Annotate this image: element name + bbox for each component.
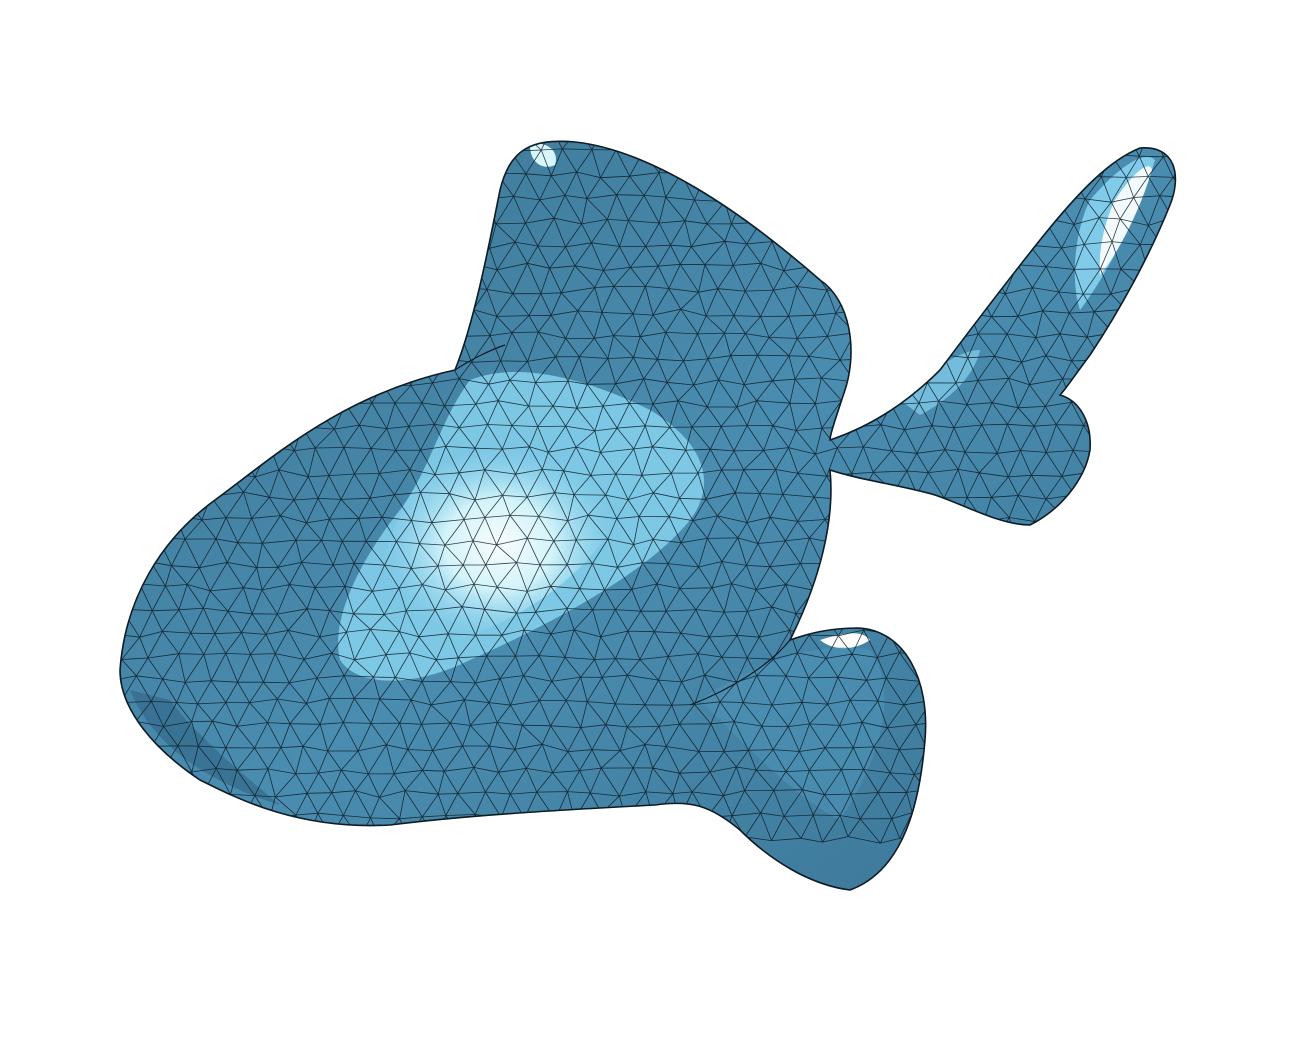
mesh-edges xyxy=(120,141,1176,844)
mesh-outline xyxy=(119,140,1177,891)
mesh-triangles xyxy=(120,141,1176,844)
mesh-surface xyxy=(119,140,1177,891)
fin-fold xyxy=(454,344,506,371)
lower-fin-tip xyxy=(820,633,870,649)
lower-fin-fold xyxy=(689,639,791,706)
lower-fin-shade xyxy=(700,647,885,820)
